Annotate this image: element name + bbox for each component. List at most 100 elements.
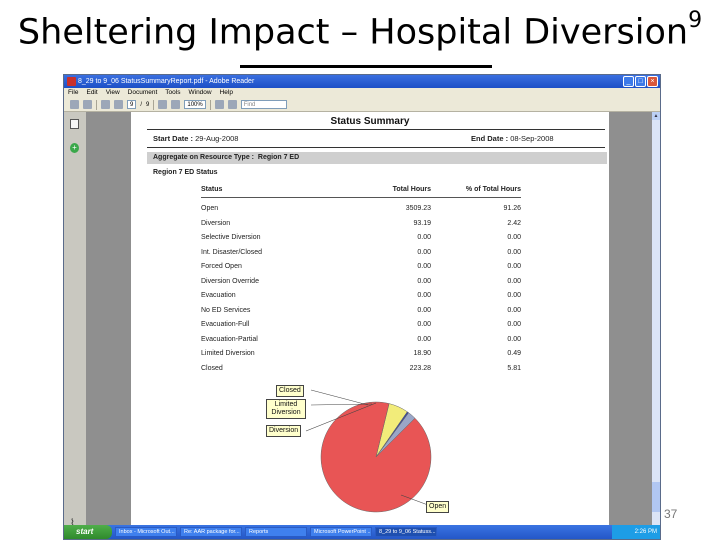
- row-percent: 5.81: [507, 364, 521, 372]
- task-reports[interactable]: Reports: [245, 527, 307, 537]
- row-status: Evacuation-Partial: [201, 335, 258, 343]
- row-percent: 0.00: [507, 335, 521, 343]
- row-percent: 0.00: [507, 277, 521, 285]
- callout-leader-line: [305, 402, 377, 432]
- callout-leader-line: [310, 403, 373, 406]
- task-powerpoint[interactable]: Microsoft PowerPoint ...: [310, 527, 372, 537]
- row-hours: 0.00: [417, 263, 431, 270]
- zoom-level-input[interactable]: 100%: [184, 100, 206, 109]
- table-row: Open 3509.23 91.26: [201, 202, 521, 217]
- row-status: Int. Disaster/Closed: [201, 248, 263, 256]
- menu-window[interactable]: Window: [188, 89, 212, 96]
- maximize-button[interactable]: □: [635, 76, 646, 87]
- page-number-input[interactable]: 9: [127, 100, 137, 109]
- menu-help[interactable]: Help: [219, 89, 233, 96]
- pie-slice-open: [320, 401, 432, 513]
- row-status: Limited Diversion: [201, 350, 255, 357]
- adobe-reader-window: 8_29 to 9_06 StatusSummaryReport.pdf - A…: [63, 74, 661, 540]
- menu-file[interactable]: File: [68, 89, 79, 96]
- toolbar: 9 / 9 100% Find: [64, 98, 660, 112]
- status-table: Status Total Hours % of Total Hours Open…: [201, 184, 521, 376]
- system-tray-clock: 2:26 PM: [612, 525, 660, 539]
- row-hours: 0.00: [417, 248, 431, 256]
- scroll-up-icon[interactable]: ▲: [652, 112, 660, 120]
- pdf-app-icon: [67, 77, 76, 86]
- table-row: Int. Disaster/Closed 0.00 0.00: [201, 246, 521, 261]
- row-hours: 93.19: [413, 219, 431, 227]
- navigation-pane: + ⌇ ✎: [64, 112, 86, 529]
- menu-tools[interactable]: Tools: [165, 89, 181, 96]
- add-icon[interactable]: +: [70, 143, 79, 153]
- start-date-label: Start Date :: [153, 134, 194, 143]
- prev-page-icon[interactable]: [101, 100, 110, 109]
- fit-width-icon[interactable]: [227, 100, 237, 109]
- end-date-label: End Date :: [471, 134, 509, 143]
- pdf-page: Status Summary Start Date : 29-Aug-2008 …: [131, 112, 609, 525]
- menu-edit[interactable]: Edit: [86, 89, 98, 96]
- toolbar-separator: [209, 99, 211, 110]
- minimize-button[interactable]: _: [623, 76, 634, 87]
- next-page-icon[interactable]: [114, 100, 123, 109]
- task-status-summary-pdf[interactable]: 8_29 to 9_06 Statuss...: [375, 527, 437, 537]
- row-status: Closed: [201, 364, 223, 372]
- date-rule: [147, 147, 605, 148]
- windows-taskbar: start Inbox - Microsoft Out... Re: AAR p…: [64, 525, 660, 539]
- document-area: + ⌇ ✎ Status Summary Start Date : 29-Aug…: [64, 112, 660, 529]
- table-row: Evacuation-Full 0.00 0.00: [201, 318, 521, 333]
- task-aar-package[interactable]: Re: AAR package for...: [180, 527, 242, 537]
- row-hours: 0.00: [417, 277, 431, 285]
- row-status: Diversion Override: [201, 277, 259, 285]
- start-button[interactable]: start: [64, 525, 112, 539]
- row-status: Selective Diversion: [201, 234, 261, 241]
- row-hours: 0.00: [417, 234, 431, 241]
- row-status: Forced Open: [201, 263, 242, 270]
- table-header: Status Total Hours % of Total Hours: [201, 184, 521, 198]
- pages-icon[interactable]: [70, 119, 79, 129]
- row-percent: 91.26: [503, 205, 521, 212]
- menu-document[interactable]: Document: [127, 89, 158, 96]
- fit-page-icon[interactable]: [214, 100, 224, 109]
- callout-leader-line: [310, 389, 369, 406]
- row-status: Evacuation: [201, 292, 236, 299]
- table-row: Selective Diversion 0.00 0.00: [201, 231, 521, 246]
- row-hours: 18.90: [413, 350, 431, 357]
- table-row: Forced Open 0.00 0.00: [201, 260, 521, 275]
- toolbar-separator: [96, 99, 97, 110]
- menu-view[interactable]: View: [105, 89, 120, 96]
- find-input[interactable]: Find: [240, 100, 287, 109]
- zoom-in-icon[interactable]: [171, 100, 181, 109]
- row-hours: 3509.23: [405, 205, 431, 212]
- print-icon[interactable]: [70, 100, 79, 109]
- email-icon[interactable]: [83, 100, 92, 109]
- table-row: Diversion 93.19 2.42: [201, 217, 521, 232]
- table-row: Evacuation-Partial 0.00 0.00: [201, 333, 521, 348]
- row-status: Open: [201, 205, 219, 212]
- col-percent: % of Total Hours: [465, 186, 521, 193]
- row-hours: 0.00: [417, 292, 431, 299]
- page-of-separator: /: [140, 101, 143, 108]
- row-hours: 223.28: [409, 364, 431, 372]
- status-pie-chart: Closed Limited Diversion Diversion Open: [266, 385, 476, 520]
- zoom-out-icon[interactable]: [158, 100, 168, 109]
- row-percent: 0.00: [507, 248, 521, 256]
- row-status: Diversion: [201, 219, 231, 227]
- row-percent: 0.00: [507, 263, 521, 270]
- row-percent: 0.00: [507, 306, 521, 314]
- window-title: 8_29 to 9_06 StatusSummaryReport.pdf - A…: [78, 78, 255, 85]
- close-button[interactable]: ×: [647, 76, 658, 87]
- row-percent: 0.49: [507, 350, 521, 357]
- window-titlebar[interactable]: 8_29 to 9_06 StatusSummaryReport.pdf - A…: [64, 75, 660, 88]
- aggregate-band: Aggregate on Resource Type : Region 7 ED: [147, 152, 607, 164]
- toolbar-separator: [153, 99, 155, 110]
- title-superscript: 9: [688, 8, 703, 33]
- aggregate-value: Region 7 ED: [257, 154, 300, 161]
- pie-chart-svg: [305, 389, 432, 513]
- attachment-icon[interactable]: ⌇: [70, 518, 75, 529]
- row-status: Evacuation-Full: [201, 321, 250, 328]
- task-outlook[interactable]: Inbox - Microsoft Out...: [115, 527, 177, 537]
- scroll-thumb[interactable]: [652, 482, 660, 512]
- table-row: No ED Services 0.00 0.00: [201, 304, 521, 319]
- slide-title-text: Sheltering Impact – Hospital Diversion: [17, 12, 689, 53]
- vertical-scrollbar[interactable]: ▲: [652, 112, 660, 525]
- row-percent: 0.00: [507, 292, 521, 299]
